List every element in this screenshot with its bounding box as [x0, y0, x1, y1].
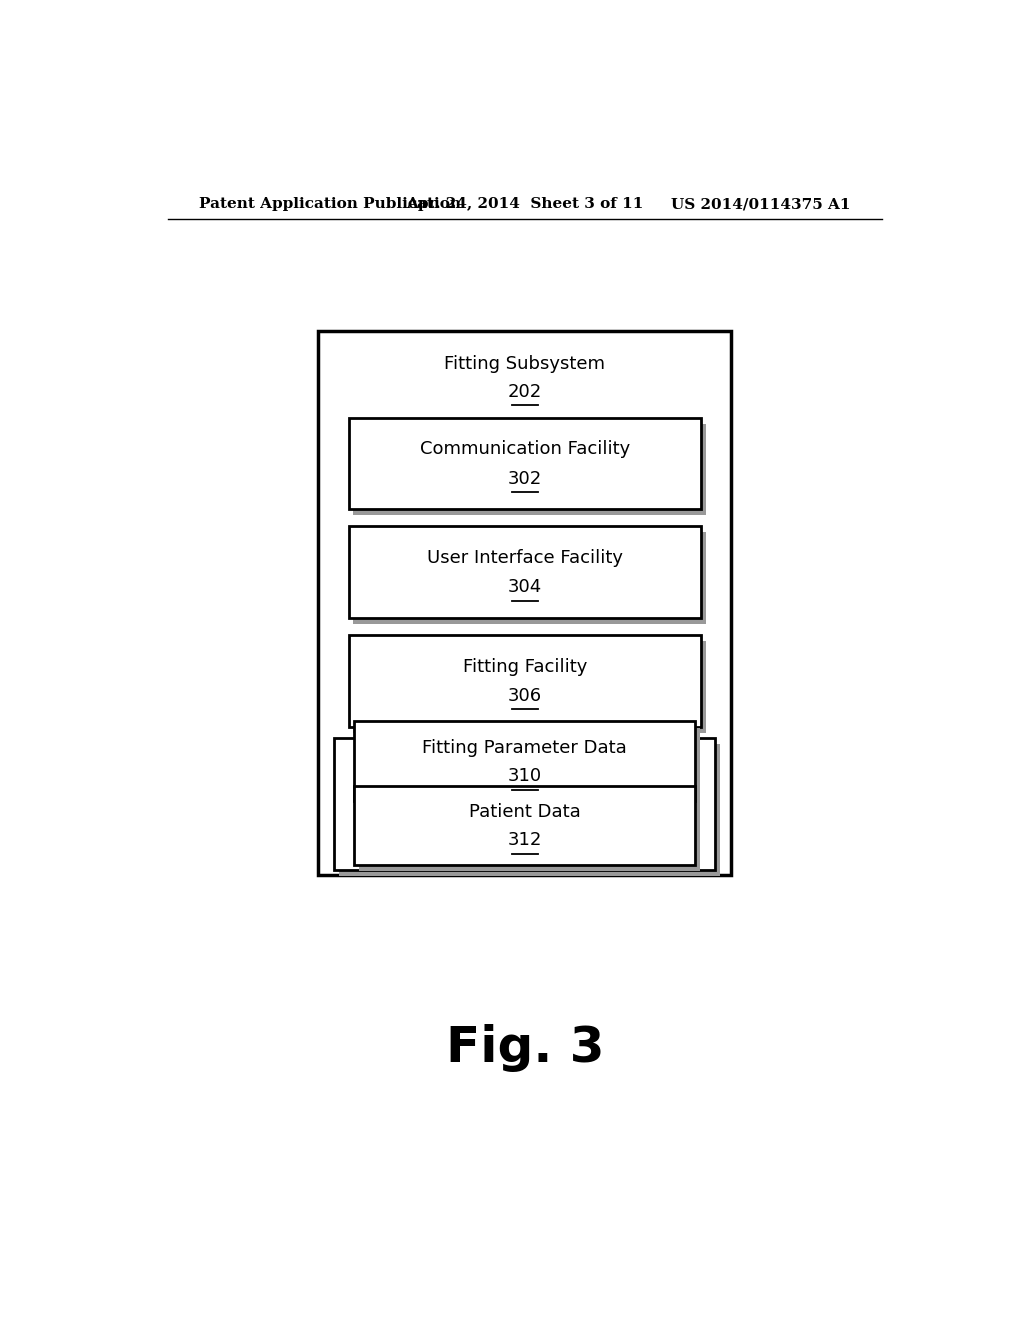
- Bar: [339, 744, 720, 876]
- Bar: [353, 532, 706, 624]
- Bar: [353, 424, 706, 515]
- Text: Patient Data: Patient Data: [469, 803, 581, 821]
- Text: Fitting Facility: Fitting Facility: [463, 657, 587, 676]
- Bar: [348, 635, 701, 726]
- Text: 202: 202: [508, 383, 542, 401]
- Bar: [348, 417, 701, 510]
- Text: 308: 308: [508, 788, 542, 805]
- Text: 310: 310: [508, 767, 542, 785]
- Text: 306: 306: [508, 688, 542, 705]
- Bar: [348, 527, 701, 618]
- Text: 312: 312: [508, 832, 542, 849]
- Text: Apr. 24, 2014  Sheet 3 of 11: Apr. 24, 2014 Sheet 3 of 11: [407, 197, 643, 211]
- Bar: [359, 727, 700, 807]
- Text: Communication Facility: Communication Facility: [420, 440, 630, 458]
- Text: Fitting Subsystem: Fitting Subsystem: [444, 355, 605, 372]
- Text: US 2014/0114375 A1: US 2014/0114375 A1: [671, 197, 850, 211]
- Bar: [334, 738, 715, 870]
- Bar: [318, 331, 731, 875]
- Text: Storage Facility: Storage Facility: [456, 759, 594, 777]
- Bar: [354, 785, 695, 865]
- Text: Patent Application Publication: Patent Application Publication: [200, 197, 462, 211]
- Text: User Interface Facility: User Interface Facility: [427, 549, 623, 566]
- Bar: [353, 642, 706, 733]
- Text: Fig. 3: Fig. 3: [445, 1024, 604, 1072]
- Text: 302: 302: [508, 470, 542, 487]
- Bar: [359, 792, 700, 871]
- Text: Fitting Parameter Data: Fitting Parameter Data: [423, 739, 627, 756]
- Bar: [354, 722, 695, 801]
- Text: 304: 304: [508, 578, 542, 597]
